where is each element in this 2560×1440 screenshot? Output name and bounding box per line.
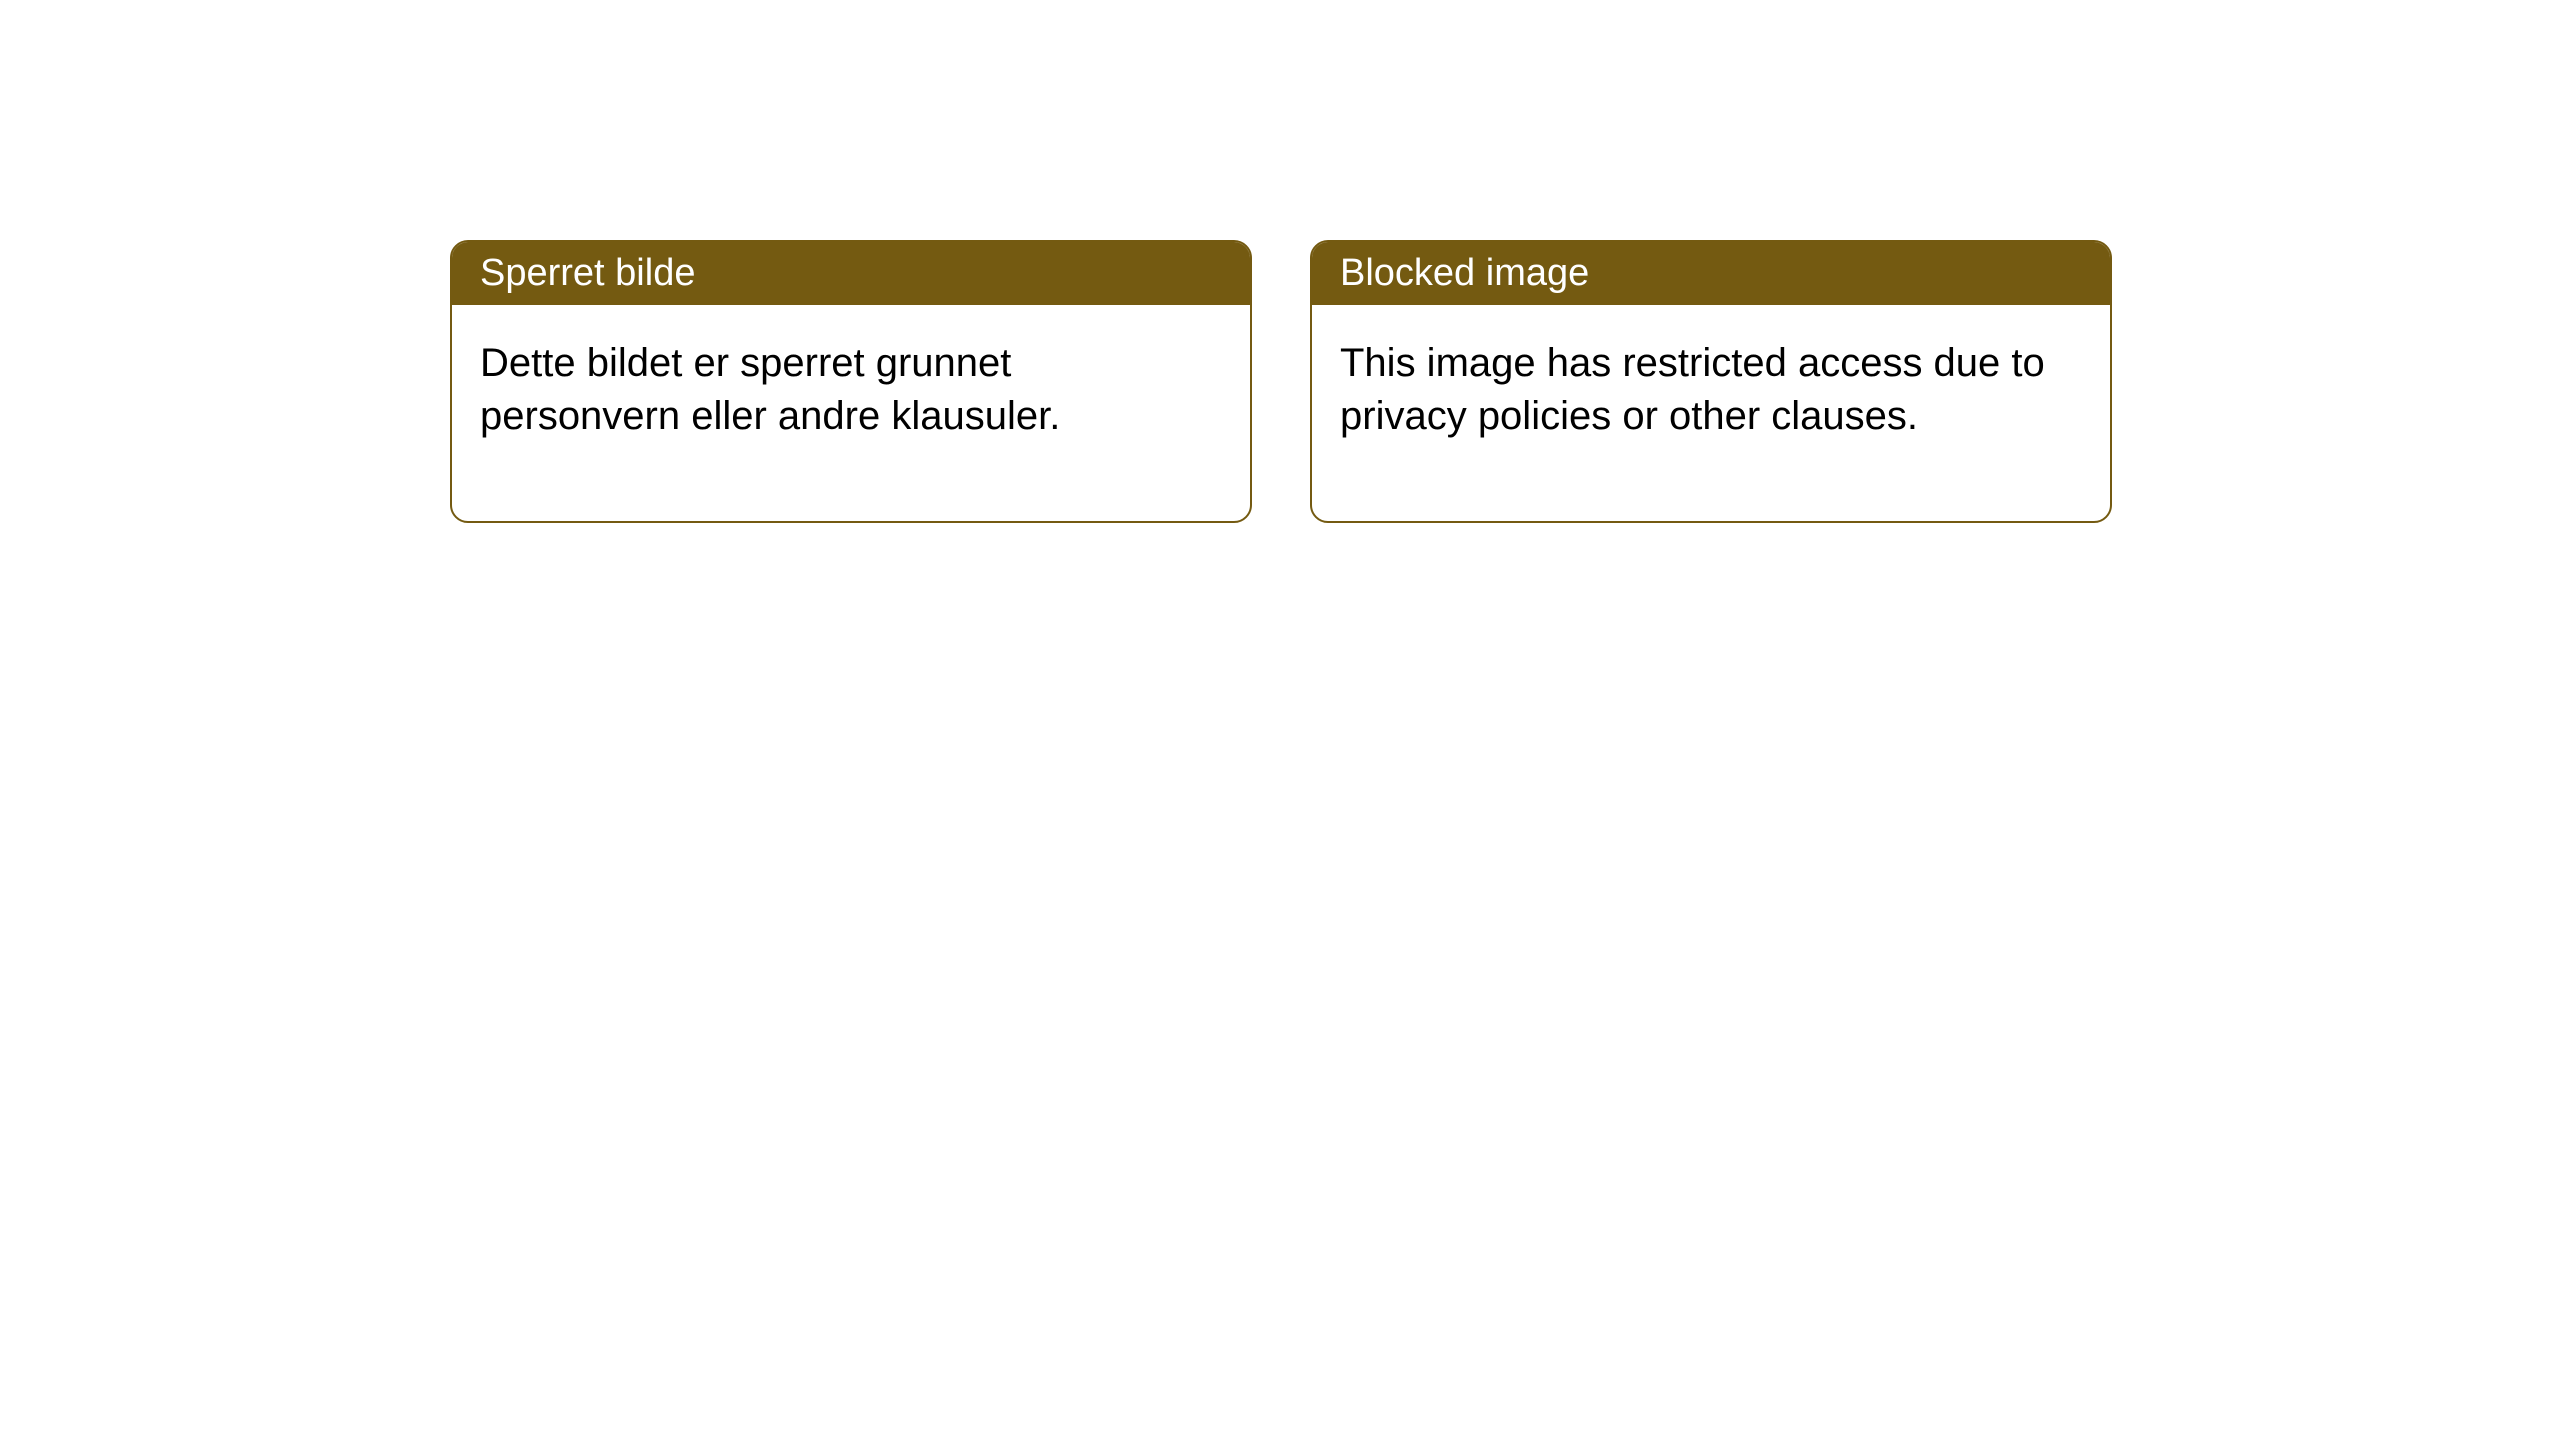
notice-body: This image has restricted access due to …: [1312, 305, 2110, 521]
notice-title: Blocked image: [1340, 252, 1589, 294]
notice-card-english: Blocked image This image has restricted …: [1310, 240, 2112, 523]
notice-message: Dette bildet er sperret grunnet personve…: [480, 341, 1060, 438]
notice-header: Blocked image: [1312, 242, 2110, 305]
notices-container: Sperret bilde Dette bildet er sperret gr…: [0, 0, 2560, 523]
notice-card-norwegian: Sperret bilde Dette bildet er sperret gr…: [450, 240, 1252, 523]
notice-message: This image has restricted access due to …: [1340, 341, 2045, 438]
notice-body: Dette bildet er sperret grunnet personve…: [452, 305, 1250, 521]
notice-header: Sperret bilde: [452, 242, 1250, 305]
notice-title: Sperret bilde: [480, 252, 695, 294]
